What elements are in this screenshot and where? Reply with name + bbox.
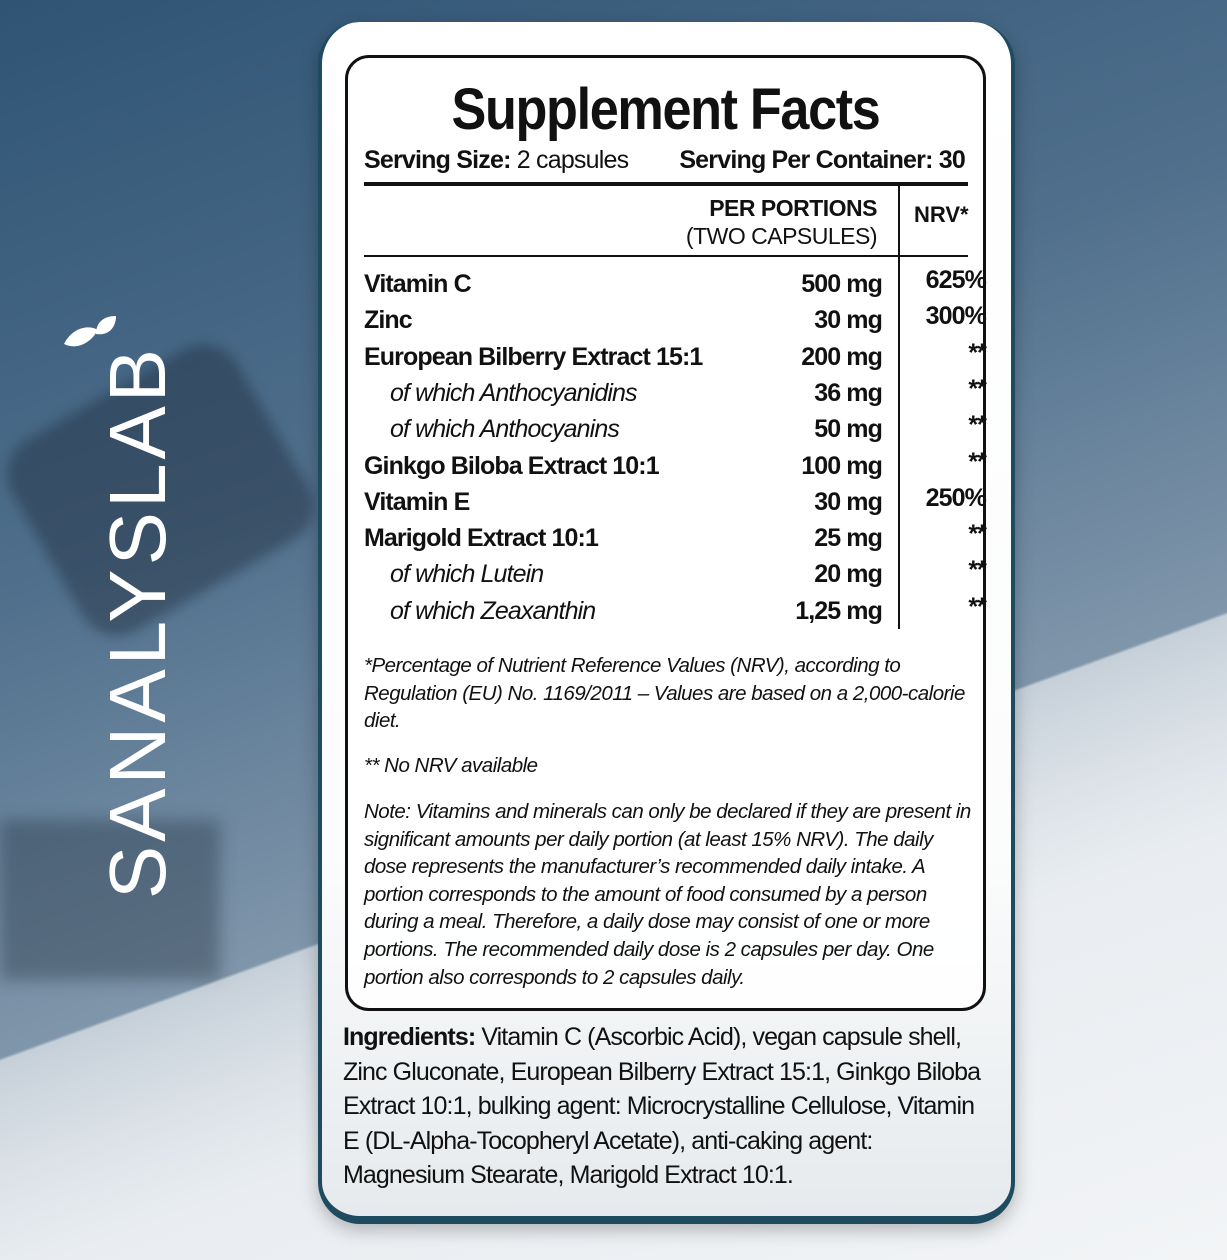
- ingredients-text: Vitamin C (Ascorbic Acid), vegan capsule…: [343, 1023, 981, 1189]
- nutrient-nrv: 625%: [925, 266, 987, 294]
- page-title: Supplement Facts: [451, 77, 880, 142]
- nutrient-nrv: **: [968, 411, 987, 440]
- nutrient-row: Marigold Extract 10:1 25 mg **: [364, 520, 987, 560]
- servings-label: Serving Per Container:: [679, 146, 933, 174]
- nutrient-amount: 30 mg: [814, 487, 883, 516]
- nutrient-nrv: 250%: [925, 483, 987, 512]
- nutrient-nrv: **: [968, 520, 987, 549]
- nutrient-amount: 1,25 mg: [795, 596, 883, 625]
- nutrient-name: Marigold Extract 10:1: [364, 524, 599, 553]
- ingredients: Ingredients: Vitamin C (Ascorbic Acid), …: [343, 1020, 993, 1193]
- nutrient-nrv: **: [968, 592, 987, 621]
- supplement-facts-panel: Supplement Facts Serving Size: 2 capsule…: [345, 55, 987, 1011]
- nutrient-name: Zinc: [364, 306, 413, 335]
- nutrient-amount: 20 mg: [814, 560, 883, 589]
- nutrient-row: of which Anthocyanins 50 mg **: [364, 411, 987, 451]
- divider: [364, 255, 968, 257]
- nutrient-nrv: 300%: [925, 302, 987, 331]
- serving-size-label: Serving Size:: [364, 146, 511, 174]
- footnote-nrv: *Percentage of Nutrient Reference Values…: [364, 654, 965, 733]
- nutrient-name: of which Anthocyanins: [390, 415, 620, 444]
- nutrient-row: Vitamin C 500 mg 625%: [364, 266, 987, 306]
- column-header-amount-line1: PER PORTIONS: [709, 195, 877, 221]
- nutrient-amount: 50 mg: [814, 415, 883, 444]
- nutrient-row: Vitamin E 30 mg 250%: [364, 484, 987, 524]
- servings-per-container: Serving Per Container: 30: [679, 146, 965, 175]
- nutrient-amount: 100 mg: [801, 451, 883, 480]
- nutrient-name: Vitamin C: [364, 270, 472, 298]
- serving-size: Serving Size: 2 capsules: [364, 146, 629, 175]
- nutrient-amount: 200 mg: [801, 342, 883, 371]
- nutrient-row: of which Lutein 20 mg **: [364, 556, 987, 596]
- nutrient-name: of which Lutein: [390, 560, 544, 589]
- nutrient-nrv: **: [968, 556, 987, 585]
- nutrient-name: Vitamin E: [364, 487, 470, 516]
- servings-value: 30: [938, 146, 966, 174]
- nutrient-nrv: **: [968, 338, 987, 367]
- nutrient-row: European Bilberry Extract 15:1 200 mg **: [364, 339, 987, 379]
- column-header-amount: PER PORTIONS (TWO CAPSULES): [685, 194, 878, 250]
- nutrient-name: Ginkgo Biloba Extract 10:1: [364, 451, 660, 480]
- nutrient-row: of which Zeaxanthin 1,25 mg **: [364, 593, 987, 633]
- nutrient-row: Ginkgo Biloba Extract 10:1 100 mg **: [364, 448, 987, 488]
- nutrient-amount: 500 mg: [801, 270, 883, 298]
- footnote-no-nrv: ** No NRV available: [364, 754, 538, 777]
- nutrient-amount: 30 mg: [814, 306, 883, 335]
- note: Note: Vitamins and minerals can only be …: [364, 800, 971, 989]
- ingredients-label: Ingredients:: [343, 1023, 476, 1051]
- nutrient-row: of which Anthocyanidins 36 mg **: [364, 375, 987, 415]
- nutrient-nrv: **: [968, 447, 987, 476]
- divider: [364, 182, 968, 186]
- nutrient-name: of which Anthocyanidins: [390, 378, 637, 407]
- serving-size-value: 2 capsules: [516, 146, 629, 174]
- nutrient-amount: 25 mg: [814, 524, 883, 553]
- column-header-amount-line2: (TWO CAPSULES): [685, 223, 878, 249]
- nutrient-name: European Bilberry Extract 15:1: [364, 342, 703, 371]
- leaf-icon: [64, 316, 116, 347]
- column-divider: [898, 184, 900, 629]
- nutrient-amount: 36 mg: [814, 378, 883, 407]
- nutrient-name: of which Zeaxanthin: [390, 596, 596, 625]
- nutrient-row: Zinc 30 mg 300%: [364, 302, 987, 342]
- brand-logo: SANALYSLAB: [93, 344, 182, 900]
- column-header-nrv: NRV*: [914, 202, 969, 227]
- nutrient-nrv: **: [968, 374, 987, 403]
